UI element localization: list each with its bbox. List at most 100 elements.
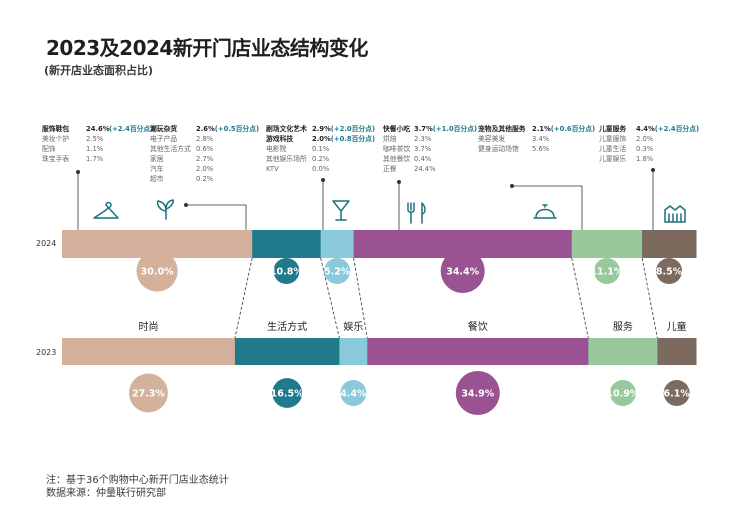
annotation-label: 其他生活方式 (150, 144, 191, 153)
annotation-value: 2.0% (312, 135, 331, 143)
annotation-label: 儿童服务 (598, 124, 626, 133)
annotation-value: 4.4% (636, 125, 655, 133)
bar-2023-时尚 (62, 338, 236, 365)
leader-dot (397, 180, 401, 184)
data-label-2024-娱乐: 5.2% (324, 267, 351, 278)
connector-line (571, 257, 589, 339)
annotation-label: 烘焙 (383, 134, 397, 143)
annotation-change: (+2.4百分点) (655, 124, 699, 133)
category-label-娱乐: 娱乐 (343, 320, 363, 333)
annotation-value: 5.6% (532, 145, 550, 153)
connector-line (320, 257, 340, 339)
annotation-娱乐: 剧场文化艺术 2.9% (+2.0百分点) 游戏科技 2.0% (+0.8百分点) 电影院 0… (266, 124, 375, 173)
annotation-value: 0.2% (312, 155, 330, 163)
leader-dot (651, 168, 655, 172)
annotation-label: 潮玩杂货 (150, 124, 177, 133)
data-label-2023-服务: 10.9% (606, 389, 639, 400)
year-label-2024: 2024 (36, 239, 56, 248)
data-label-2024-服务: 11.1% (590, 267, 623, 278)
connector-line (234, 257, 253, 339)
annotation-change: (+0.8百分点) (331, 134, 375, 143)
annotation-label: 配饰 (42, 144, 56, 153)
leader-line-生活方式 (186, 204, 247, 230)
annotation-value: 2.7% (196, 155, 214, 163)
cloche-icon (533, 204, 557, 219)
annotation-label: 美妆个护 (42, 134, 69, 143)
bubble-2023-生活方式 (272, 378, 303, 408)
bubble-2024-时尚 (136, 250, 178, 292)
bar-2024-娱乐 (320, 230, 355, 258)
annotation-label: 其他娱乐场所 (266, 154, 307, 163)
building-icon (664, 205, 686, 223)
data-label-2023-儿童: 6.1% (664, 389, 691, 400)
annotation-label: 快餐小吃 (383, 124, 410, 133)
annotation-label: KTV (266, 165, 279, 173)
annotation-label: 美容美发 (478, 134, 505, 143)
data-label-2023-餐饮: 34.9% (461, 389, 494, 400)
annotation-value: 2.0% (636, 135, 654, 143)
data-label-2024-儿童: 8.5% (656, 267, 683, 278)
leaf-icon (156, 199, 174, 220)
annotation-value: 0.6% (196, 145, 214, 153)
note-line: 注：基于36个购物中心新开门店业态统计 (46, 475, 229, 486)
bar-2024-服务 (571, 230, 643, 258)
annotation-服务: 宠物及其他服务 2.1% (+0.6百分点) 美容美发 3.4% 健身运动场馆 5.6% (478, 124, 595, 153)
annotation-value: 24.6% (86, 125, 110, 133)
connector-line (641, 257, 658, 339)
annotation-group: 服饰鞋包 24.6% (+2.4百分点)美妆个护 2.5%配饰 1.1%珠宝手表 1.7%… (42, 124, 699, 183)
annotation-label: 服饰鞋包 (42, 124, 69, 133)
data-label-2024-时尚: 30.0% (141, 267, 174, 278)
bars: 2024 2023 (36, 230, 697, 365)
annotation-时尚: 服饰鞋包 24.6% (+2.4百分点) 美妆个护 2.5% 配饰 1.1% 珠宝手表 1.7% (42, 124, 153, 163)
annotation-餐饮: 快餐小吃 3.7% (+1.0百分点)烘焙 2.3%咖啡茶饮 3.7%其他餐饮 0.4%正… (383, 124, 477, 173)
year-label-2023: 2023 (36, 348, 56, 357)
annotation-label: 珠宝手表 (42, 154, 69, 163)
annotation-value: 0.1% (312, 145, 330, 153)
bubble-2023-儿童 (663, 380, 690, 406)
annotation-change: (+1.0百分点) (433, 124, 477, 133)
source-line: 数据来源：仲量联行研究部 (46, 488, 166, 499)
annotation-change: (+2.4百分点) (109, 124, 153, 133)
annotation-value: 1.8% (636, 155, 654, 163)
category-labels: 时尚 生活方式 娱乐 餐饮 服务 儿童 (138, 320, 686, 333)
category-label-儿童: 儿童 (667, 320, 687, 333)
annotation-value: 0.2% (196, 175, 214, 183)
annotation-change: (+0.6百分点) (551, 124, 595, 133)
chart-title: 2023及2024新开门店业态结构变化 (46, 36, 368, 60)
category-label-服务: 服务 (613, 320, 633, 333)
bubble-2024-娱乐 (324, 258, 351, 284)
annotation-value: 2.3% (414, 135, 432, 143)
annotation-label: 宠物及其他服务 (478, 124, 526, 133)
annotation-label: 正餐 (383, 164, 397, 173)
leader-dot (184, 203, 188, 207)
data-label-2024-生活方式: 10.8% (270, 267, 303, 278)
annotation-儿童: 儿童服务 4.4% (+2.4百分点) 儿童服饰 2.0% 儿童生活 0.3% 儿童娱乐 1.8… (598, 124, 699, 163)
cocktail-icon (332, 200, 350, 221)
bubble-2023-娱乐 (340, 380, 367, 406)
data-label-2023-时尚: 27.3% (132, 389, 165, 400)
bubble-2023-餐饮 (455, 371, 500, 415)
annotation-change: (+2.0百分点) (331, 124, 375, 133)
leader-line-服务 (512, 185, 583, 230)
annotation-value: 3.7% (414, 145, 432, 153)
annotation-value: 2.1% (532, 125, 551, 133)
annotation-value: 2.5% (86, 135, 104, 143)
bubble-2023-服务 (609, 380, 636, 406)
data-label-2024-餐饮: 34.4% (446, 267, 479, 278)
annotation-label: 儿童生活 (599, 144, 626, 153)
bubble-2024-儿童 (656, 258, 683, 284)
annotation-label: 电子产品 (150, 134, 177, 143)
bar-2023-服务 (588, 338, 658, 365)
annotation-value: 3.7% (414, 125, 433, 133)
chart-subtitle: (新开店业态面积占比) (44, 64, 154, 77)
annotation-label: 其他餐饮 (383, 154, 410, 163)
annotation-label: 健身运动场馆 (478, 144, 519, 153)
connector-line (353, 257, 368, 339)
data-label-2023-生活方式: 16.5% (271, 389, 304, 400)
annotation-label: 儿童服饰 (599, 134, 626, 143)
annotation-label: 电影院 (266, 144, 287, 153)
annotation-value: 1.1% (86, 145, 104, 153)
annotation-label: 家居 (150, 154, 164, 163)
leader-dot (510, 184, 514, 188)
leader-lines (76, 168, 655, 230)
